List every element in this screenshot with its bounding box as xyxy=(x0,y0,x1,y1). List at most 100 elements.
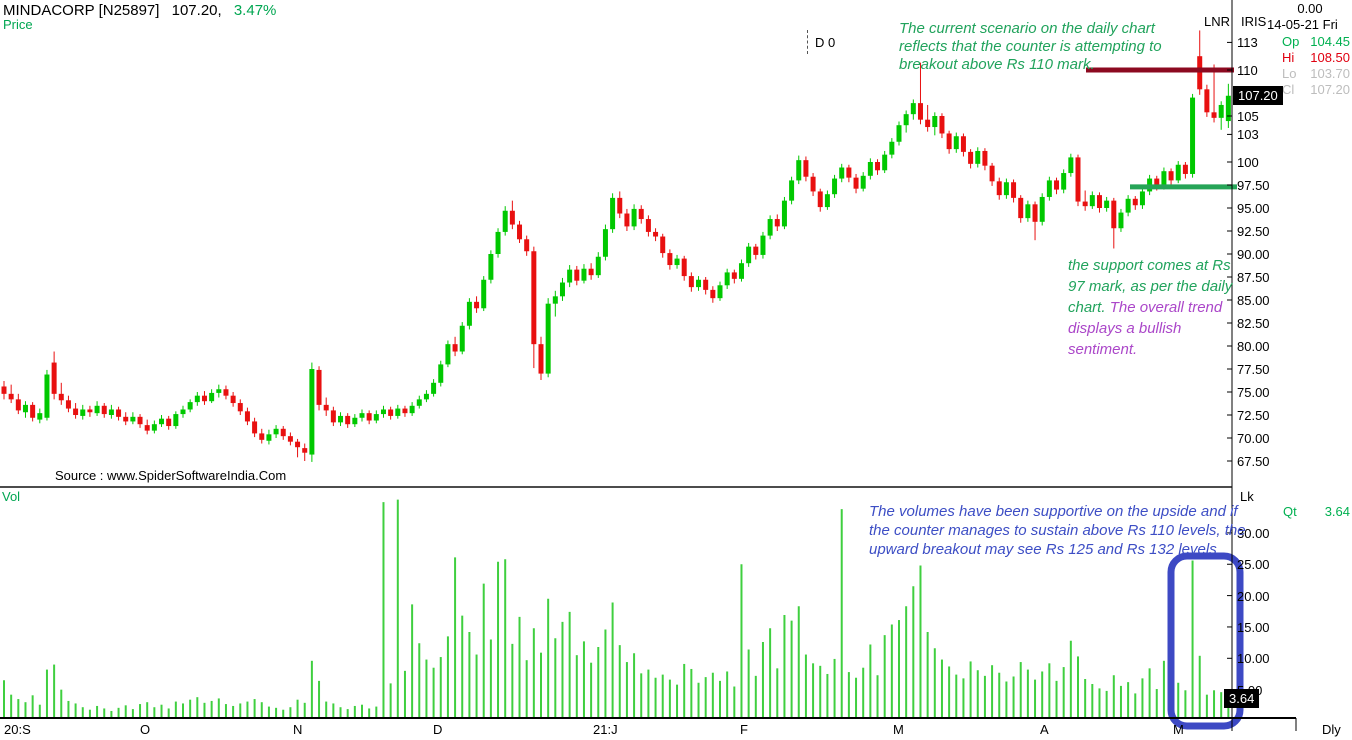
candle-body xyxy=(151,424,157,431)
candle-body xyxy=(366,413,372,421)
annotation-support: the support comes at Rs 97 mark, as per t… xyxy=(1068,255,1232,360)
candle-body xyxy=(1,386,7,394)
candle-body xyxy=(309,369,315,455)
candle-body xyxy=(388,409,394,416)
month-label: A xyxy=(1040,722,1049,737)
month-label: M xyxy=(1173,722,1184,737)
candle-body xyxy=(474,301,480,309)
candle-body xyxy=(667,253,673,266)
month-label: 20:S xyxy=(4,722,31,737)
cursor-readout: D 0 xyxy=(807,30,835,54)
candle-body xyxy=(925,119,931,128)
volume-tick-label: 10.00 xyxy=(1237,651,1270,667)
price-tick-label: 100 xyxy=(1237,155,1259,170)
price-panel-label: Price xyxy=(3,17,33,32)
candle-body xyxy=(574,269,580,281)
candle-body xyxy=(1096,195,1102,208)
candle-body xyxy=(624,213,630,227)
month-label: N xyxy=(293,722,303,737)
candle-body xyxy=(602,229,608,257)
candle-body xyxy=(903,114,909,126)
annotation-segment: sentiment. xyxy=(1068,341,1138,358)
candle-body xyxy=(703,279,709,290)
candle-body xyxy=(1025,204,1031,219)
candle-body xyxy=(932,116,938,128)
candle-body xyxy=(273,428,279,435)
candle-body xyxy=(123,416,129,422)
last-price-label: 107.20, xyxy=(171,2,222,19)
candle-body xyxy=(187,402,193,410)
candle-body xyxy=(488,254,494,280)
candle-body xyxy=(180,409,186,415)
open-label: Op xyxy=(1282,34,1300,49)
candle-body xyxy=(15,399,21,411)
candle-body xyxy=(445,344,451,365)
candle-body xyxy=(645,219,651,232)
candle-body xyxy=(968,151,974,164)
volume-tick-label: 20.00 xyxy=(1237,588,1270,604)
annotation-line: the counter manages to sustain above Rs … xyxy=(869,522,1246,539)
annotation-segment: the support comes at Rs xyxy=(1068,257,1231,274)
candle-body xyxy=(1018,197,1024,219)
candle-body xyxy=(731,272,737,279)
price-tick-label: 95.00 xyxy=(1237,201,1270,216)
qt-value: 3.64 xyxy=(1324,504,1350,519)
annotation-breakout: The current scenario on the daily chart r… xyxy=(899,20,1162,74)
candle-body xyxy=(201,395,207,402)
candle-body xyxy=(946,133,952,150)
price-tick-label: 113 xyxy=(1237,35,1258,51)
candle-body xyxy=(552,296,558,304)
candle-body xyxy=(237,403,243,412)
candle-body xyxy=(230,395,236,404)
price-tick-label: 85.00 xyxy=(1237,293,1270,308)
candle-body xyxy=(824,194,830,208)
candle-body xyxy=(638,208,644,220)
candle-body xyxy=(130,416,136,422)
candle-body xyxy=(223,389,229,396)
price-tick-label: 97.50 xyxy=(1237,178,1270,193)
candle-body xyxy=(796,160,802,181)
candle-body xyxy=(108,409,114,415)
annotation-line: the support comes at Rs xyxy=(1068,255,1232,276)
candle-body xyxy=(502,210,508,232)
candle-body xyxy=(395,408,401,416)
candle-body xyxy=(832,178,838,195)
candle-body xyxy=(839,167,845,179)
close-value: 107.20 xyxy=(1310,82,1350,97)
candle-body xyxy=(996,181,1002,196)
candle-body xyxy=(423,393,429,400)
candle-body xyxy=(1089,195,1095,207)
indicator-iris-label: IRIS xyxy=(1241,14,1267,29)
candle-body xyxy=(330,410,336,423)
change-percent-label: 3.47% xyxy=(233,2,277,19)
periodicity-label: Dly xyxy=(1322,722,1341,737)
candle-body xyxy=(517,224,523,240)
annotation-segment: 97 mark, as per the daily xyxy=(1068,278,1233,295)
candle-body xyxy=(875,162,881,171)
candle-body xyxy=(1032,204,1038,222)
candle-body xyxy=(545,303,551,374)
candle-body xyxy=(910,103,916,115)
quote-row-low: Lo 103.70 xyxy=(1282,66,1350,81)
candle-body xyxy=(1211,112,1217,118)
quote-top-value: 0.00 xyxy=(1297,1,1323,16)
cursor-readout-text: D 0 xyxy=(815,34,836,50)
volume-panel-label: Vol xyxy=(2,489,21,504)
candle-body xyxy=(166,418,172,427)
source-credit: Source : www.SpiderSoftwareIndia.Com xyxy=(55,468,287,483)
open-value: 104.45 xyxy=(1310,34,1350,49)
candle-body xyxy=(746,246,752,264)
candle-body xyxy=(280,428,286,437)
candle-body xyxy=(438,364,444,383)
price-tick-label: 72.50 xyxy=(1237,408,1270,423)
annotation-line: reflects that the counter is attempting … xyxy=(899,38,1162,55)
candle-body xyxy=(1197,56,1203,90)
candle-body xyxy=(653,231,659,237)
candle-body xyxy=(323,404,329,411)
candle-body xyxy=(810,176,816,192)
candle-body xyxy=(1204,89,1210,113)
high-label: Hi xyxy=(1282,50,1295,65)
candle-body xyxy=(509,210,515,225)
